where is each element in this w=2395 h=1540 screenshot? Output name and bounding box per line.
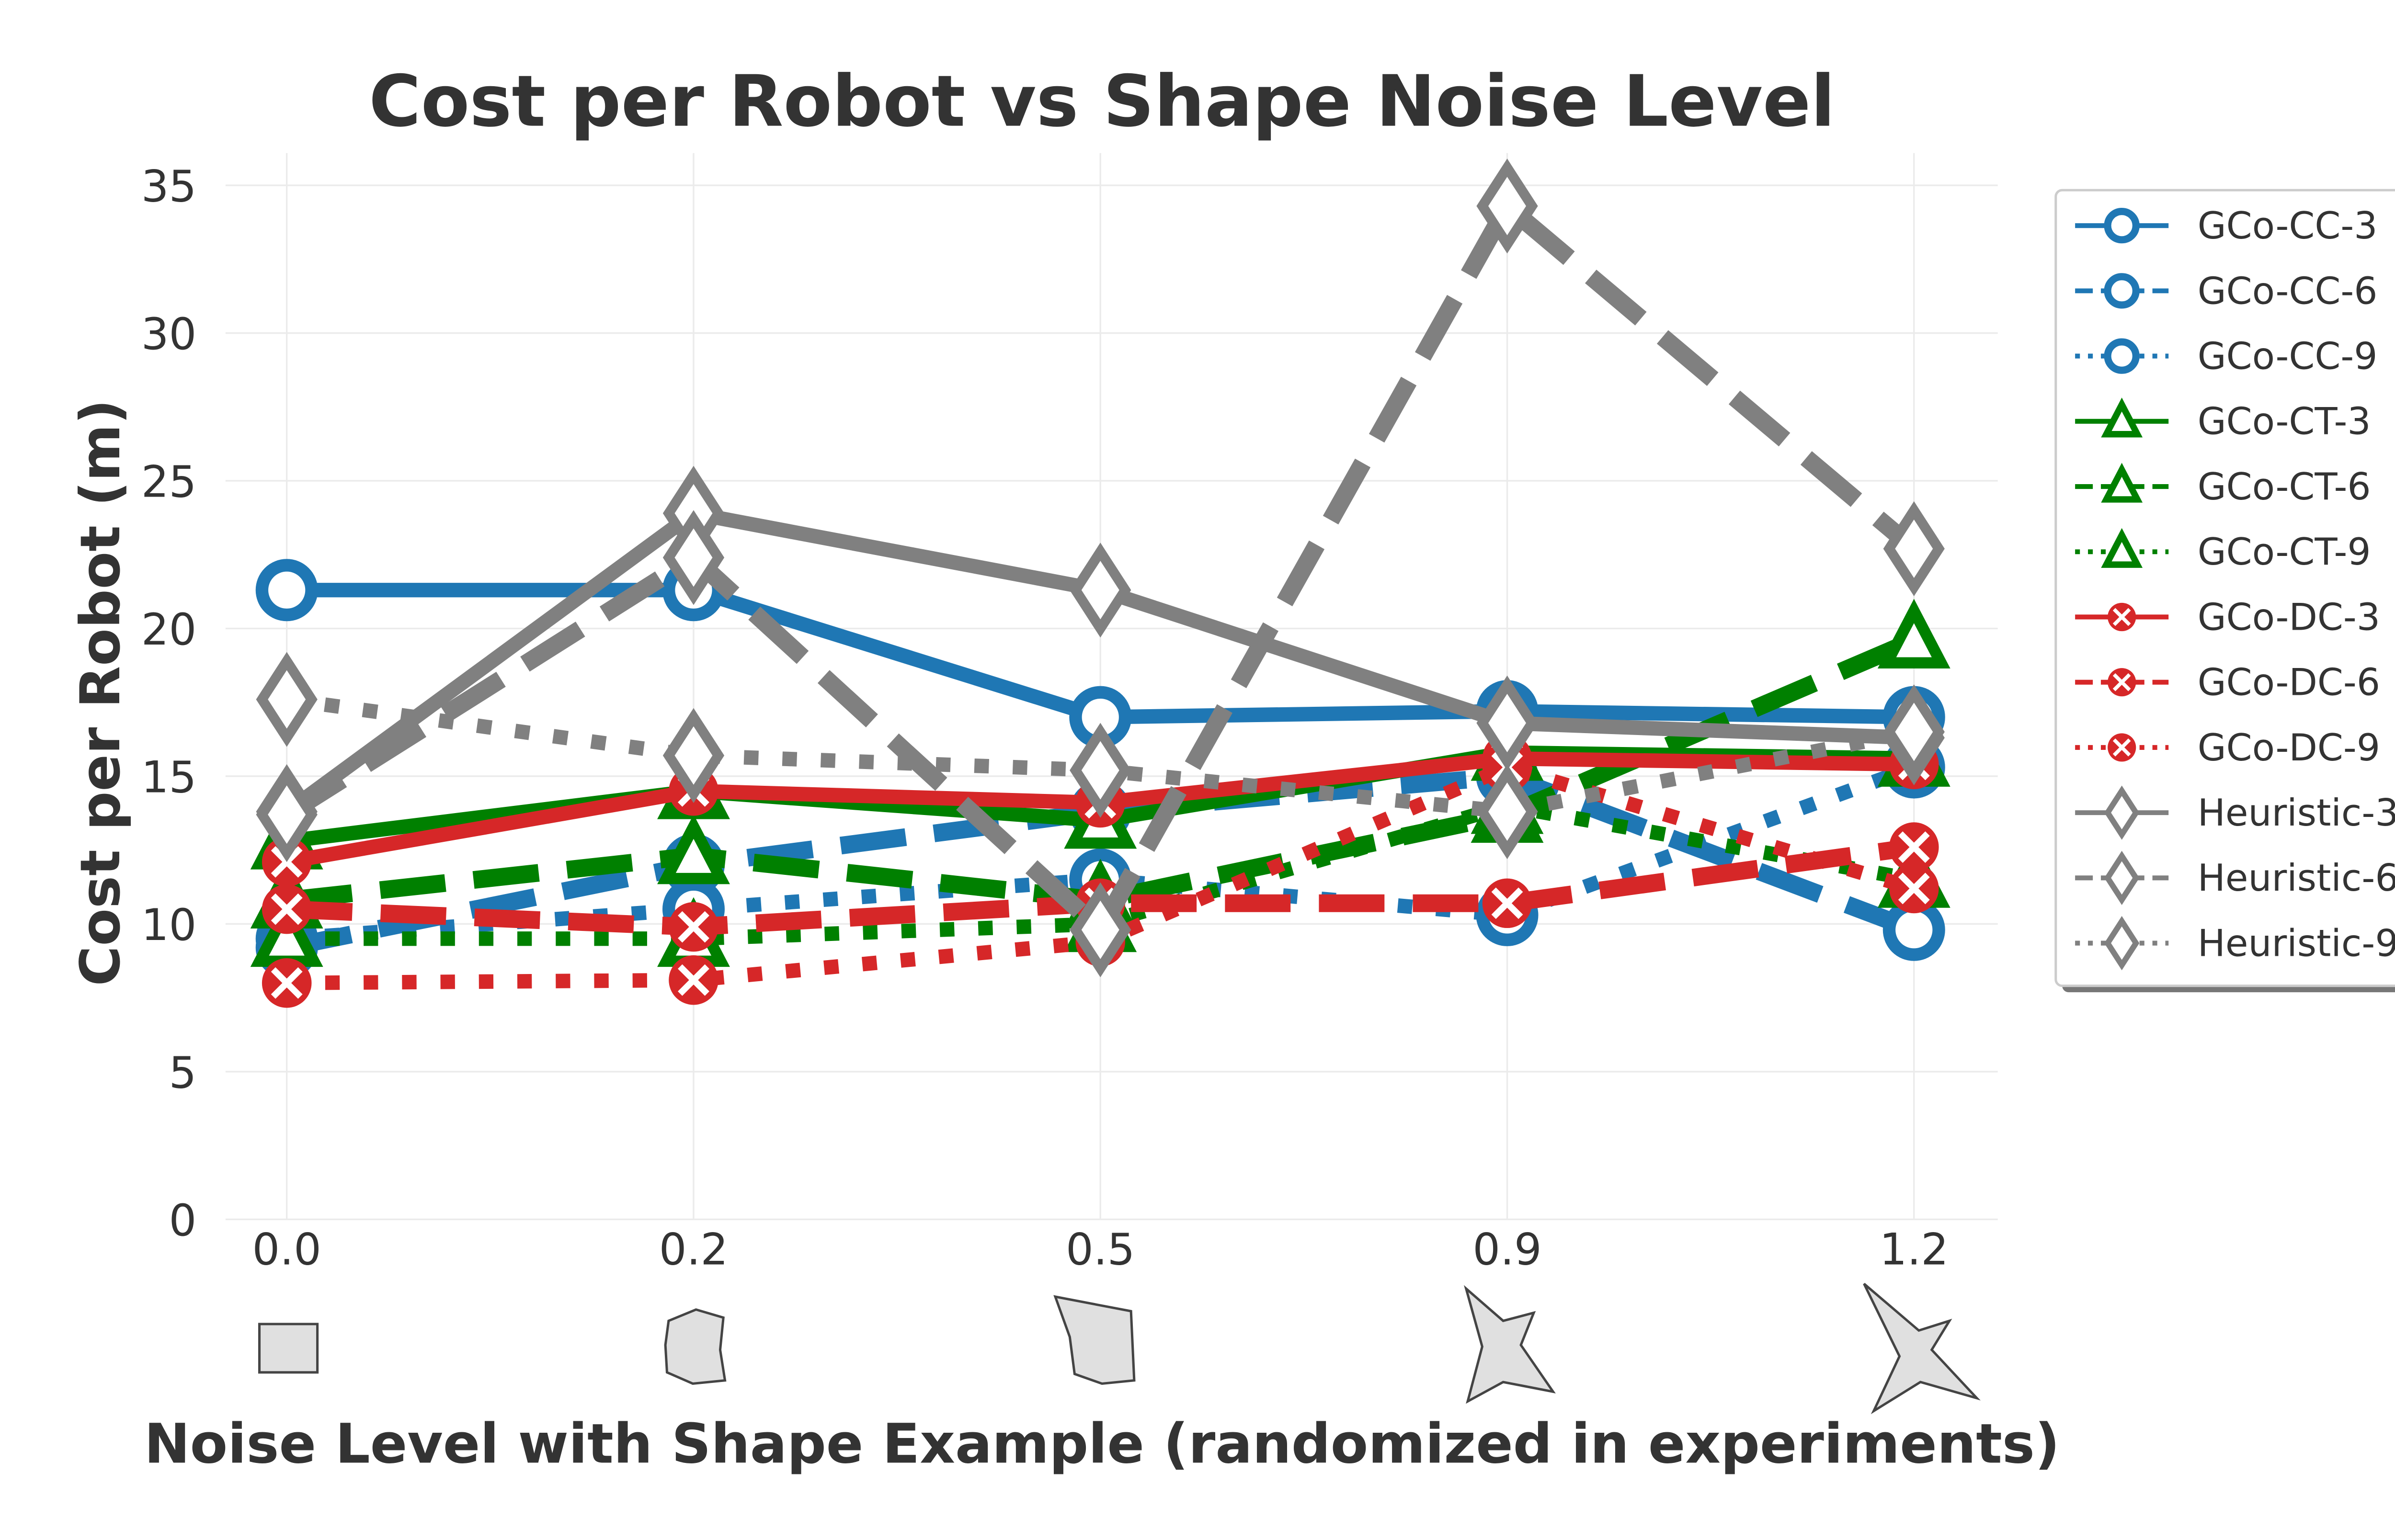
legend-label: GCo-CC-9	[2198, 335, 2378, 378]
data-point-x-cross	[1898, 831, 1930, 863]
x-ticks: 0.0 0.2 0.5 0.9 1.2	[252, 1225, 1949, 1275]
y-tick-label: 35	[141, 162, 197, 212]
legend-label: Heuristic-3	[2198, 792, 2395, 835]
legend-marker-diamond	[2104, 785, 2140, 840]
legend: GCo-CC-3 GCo-CC-6 GCo-CC-9 GCo-CT-3 GCo-CT-6…	[2054, 189, 2395, 993]
legend-entry: Heuristic-6	[2075, 850, 2395, 905]
legend-label: GCo-CT-6	[2198, 465, 2371, 509]
x-axis-label: Noise Level with Shape Example (randomiz…	[144, 1412, 2060, 1475]
data-point-x-cross	[1898, 872, 1930, 905]
four-point-star-shape-example	[1464, 1285, 1556, 1404]
y-tick-label: 0	[169, 1196, 197, 1246]
x-tick-label: 0.2	[659, 1225, 728, 1275]
x-tick-label: 1.2	[1880, 1225, 1949, 1275]
y-tick-label: 10	[141, 900, 197, 951]
legend-entry: GCo-CC-3	[2075, 204, 2377, 248]
data-point-diamond	[1070, 882, 1131, 977]
data-point-diamond	[256, 767, 318, 862]
y-tick-label: 25	[141, 457, 197, 508]
noisy-polygon-shape-example	[1053, 1295, 1136, 1385]
legend-marker-x-cross	[2112, 738, 2131, 757]
slightly-noisy-polygon-shape-example	[664, 1308, 727, 1385]
data-point-x-cross	[1491, 887, 1523, 919]
data-point-diamond	[1070, 723, 1131, 818]
legend-marker-triangle	[2101, 397, 2143, 438]
legend-label: GCo-CT-9	[2198, 531, 2371, 574]
legend-marker-x-cross	[2112, 608, 2131, 626]
legend-label: GCo-CC-3	[2198, 204, 2378, 248]
series-heuristic-9	[256, 652, 1945, 860]
x-tick-label: 0.0	[252, 1225, 321, 1275]
legend-box	[2054, 189, 2395, 987]
legend-marker-circle	[2104, 273, 2140, 309]
data-point-diamond	[256, 652, 318, 747]
data-point-diamond	[1476, 675, 1538, 771]
legend-marker-triangle	[2101, 528, 2143, 568]
y-tick-label: 15	[141, 753, 197, 803]
legend-entry: GCo-DC-3	[2075, 596, 2380, 639]
data-point-triangle	[657, 814, 730, 884]
y-tick-label: 30	[141, 309, 197, 360]
series-heuristic-6	[256, 159, 1945, 977]
series-line	[285, 767, 1917, 956]
series-line	[282, 197, 1920, 939]
legend-label: Heuristic-6	[2198, 857, 2395, 900]
square-shape-example	[258, 1323, 319, 1374]
legend-entry: GCo-CC-9	[2075, 335, 2377, 378]
y-tick-label: 20	[141, 605, 197, 655]
data-point-diamond	[1883, 684, 1945, 780]
legend-marker-triangle	[2101, 463, 2143, 503]
data-point-diamond	[662, 510, 725, 605]
y-tick-label: 5	[169, 1048, 197, 1098]
legend-marker-circle	[2104, 338, 2140, 374]
legend-entry: GCo-CT-6	[2075, 463, 2371, 509]
data-point-diamond	[1070, 543, 1131, 638]
legend-entry: GCo-CC-6	[2075, 270, 2377, 313]
legend-label: Heuristic-9	[2198, 922, 2395, 965]
y-axis-label: Cost per Robot (m)	[68, 399, 132, 986]
data-point-x-cross	[678, 911, 709, 943]
legend-label: GCo-DC-6	[2198, 661, 2380, 704]
legend-entry: GCo-CT-9	[2075, 528, 2371, 574]
data-point-circle	[255, 559, 318, 622]
data-point-x-cross	[271, 893, 303, 925]
legend-marker-diamond	[2104, 916, 2140, 971]
series-lines	[250, 159, 1950, 1008]
legend-label: GCo-CT-3	[2198, 400, 2371, 443]
legend-entry: GCo-DC-9	[2075, 726, 2380, 770]
shape-examples	[258, 1283, 1981, 1415]
legend-marker-circle	[2104, 208, 2140, 244]
legend-label: GCo-DC-9	[2198, 726, 2380, 770]
legend-marker-diamond	[2104, 850, 2140, 905]
legend-entry: GCo-DC-6	[2075, 661, 2380, 704]
sharp-four-point-star-shape-example	[1863, 1283, 1981, 1415]
chart-title: Cost per Robot vs Shape Noise Level	[369, 60, 1835, 143]
legend-marker-x-cross	[2112, 673, 2131, 691]
legend-entry: Heuristic-9	[2075, 916, 2395, 971]
y-ticks: 0 5 10 15 20 25 30 35	[141, 162, 197, 1246]
data-point-diamond	[1883, 501, 1945, 597]
legend-label: GCo-DC-3	[2198, 596, 2380, 639]
data-point-x-cross	[678, 964, 709, 996]
legend-entry: GCo-CT-3	[2075, 397, 2371, 443]
data-point-diamond	[1476, 159, 1538, 254]
data-point-x-cross	[271, 967, 303, 999]
data-point-diamond	[1476, 764, 1538, 860]
legend-entry: Heuristic-3	[2075, 785, 2395, 840]
data-point-diamond	[662, 708, 725, 803]
x-tick-label: 0.5	[1066, 1225, 1135, 1275]
x-tick-label: 0.9	[1472, 1225, 1541, 1275]
data-point-triangle	[1877, 599, 1950, 669]
legend-label: GCo-CC-6	[2198, 270, 2378, 313]
